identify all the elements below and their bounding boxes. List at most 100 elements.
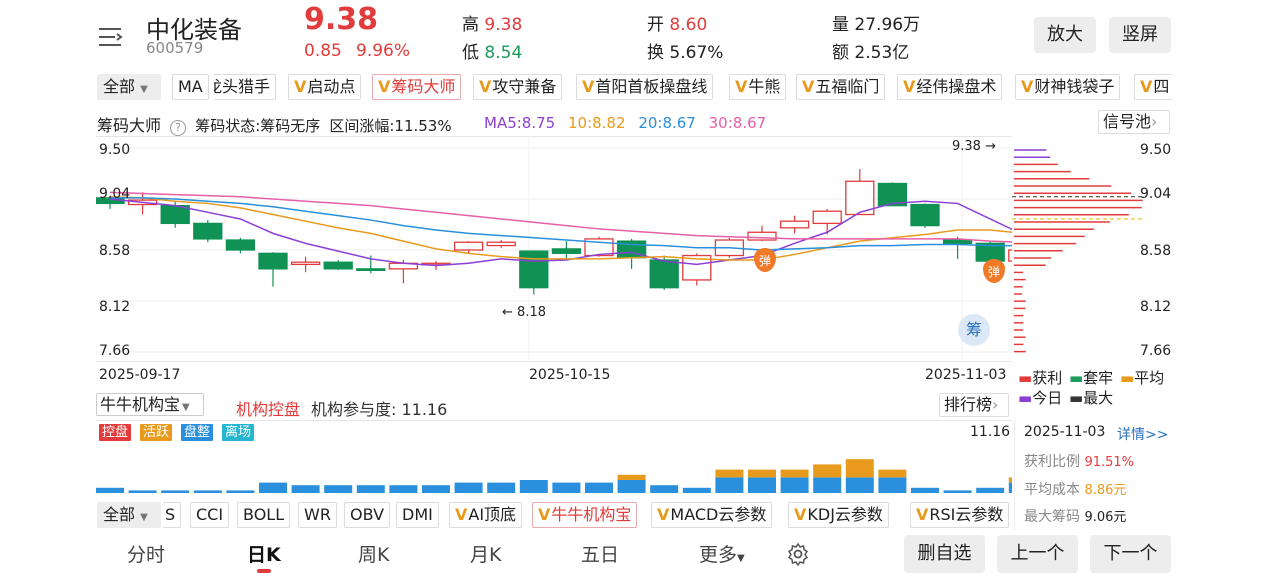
v-icon: V [455,505,467,524]
indicator-select-label: 全部 [103,77,135,96]
avg-cost-value: 8.86元 [1084,483,1126,498]
ma-lines [110,192,1012,265]
candle-body [781,221,809,228]
price-change-pct: 9.96% [356,41,410,61]
chip-label: S [165,505,175,524]
tab-weekly-k[interactable]: 周K [358,540,389,567]
indicator-chip-wufu[interactable]: V五福临门 [796,74,885,100]
indicator-chip-bull-bear[interactable]: V牛熊 [729,74,786,100]
bottom-chip-kdj[interactable]: VKDJ云参数 [788,502,889,528]
tab-more[interactable]: 更多▼ [699,540,745,567]
institution-bar-blue [520,480,548,493]
bottom-chip-s[interactable]: S [163,502,181,528]
v-icon: V [916,505,928,524]
max-chip: 最大筹码 9.06元 [1024,506,1126,526]
v-icon: V [1140,77,1152,96]
tab-monthly-k[interactable]: 月K [470,540,501,567]
tab-daily-k[interactable]: 日K [247,540,281,567]
turnover-stat: 换 5.67% [647,38,723,63]
signal-pool-button[interactable]: 信号池› [1098,110,1170,134]
prev-stock-button[interactable]: 上一个 [997,535,1078,573]
indicator-chip-launch[interactable]: V启动点 [288,74,361,100]
candle-body [911,205,939,226]
bottom-chip-ai[interactable]: VAI顶底 [449,502,522,528]
detail-link[interactable]: 详情>> [1117,424,1168,444]
institution-bar-orange [813,464,841,477]
institution-bar-blue [552,483,580,493]
high-marker-value: 9.38 [952,139,981,154]
chip-label: 五福临门 [815,77,879,96]
institution-bar-blue [96,488,124,493]
indicator-chip-caishen[interactable]: V财神钱袋子 [1015,74,1120,100]
bottom-chip-macd[interactable]: VMACD云参数 [651,502,772,528]
v-icon: V [802,77,814,96]
y-label-left: 7.66 [99,343,130,359]
institution-select[interactable]: 牛牛机构宝 ▼ [96,393,204,416]
v-icon: V [294,77,306,96]
volume-value: 27.96万 [854,15,920,35]
institution-title: 机构控盘 [236,396,300,420]
indicator-chip-chips-master[interactable]: V筹码大师 [372,74,461,100]
candle-body [487,242,515,245]
turnover-label: 换 [647,43,664,63]
institution-bar-blue [911,488,939,493]
portrait-button[interactable]: 竖屏 [1109,17,1171,53]
avg-cost: 平均成本 8.86元 [1024,479,1126,499]
institution-bar-blue [1009,483,1012,493]
bottom-chip-obv[interactable]: OBV [344,502,390,528]
bottom-chip-rsi[interactable]: VRSI云参数 [910,502,1009,528]
institution-participation: 机构参与度: 11.16 [311,396,447,420]
bottom-chip-wr[interactable]: WR [298,502,337,528]
bottom-indicator-select[interactable]: 全部 ▼ [97,502,161,528]
bottom-chip-institution[interactable]: V牛牛机构宝 [532,502,637,528]
ma10-value: 10:8.82 [568,114,626,132]
indicator-select[interactable]: 全部 ▼ [97,74,161,100]
chip-date: 2025-11-03 [1024,424,1105,440]
high-value: 9.38 [484,15,522,35]
ma5-value: MA5:8.75 [484,114,555,132]
chip-label: 首阳首板操盘线 [595,77,707,96]
indicator-chip-jingwei[interactable]: V经伟操盘术 [897,74,1002,100]
menu-icon[interactable] [98,26,124,48]
indicator-chip-ma[interactable]: MA [172,74,209,100]
institution-bar-blue [357,485,385,493]
chip-label: 财神钱袋子 [1034,77,1114,96]
bottom-chip-boll[interactable]: BOLL [237,502,290,528]
candle-body [944,240,972,243]
candle-body [292,262,320,264]
tab-intraday[interactable]: 分时 [127,540,165,567]
active-tab-indicator [257,569,271,573]
help-icon[interactable]: ? [170,120,186,136]
next-stock-button[interactable]: 下一个 [1090,535,1171,573]
chip-label: MACD云参数 [670,505,766,524]
kline-chart[interactable] [96,136,1012,362]
y-label-left: 9.04 [99,186,130,202]
institution-bar-blue [455,483,483,493]
candle-body [226,240,254,250]
indicator-chip-attack-defense[interactable]: V攻守兼备 [473,74,562,100]
indicator-chip-shouyang[interactable]: V首阳首板操盘线 [576,74,713,100]
indicator-chip-leader[interactable]: 龙头猎手 [214,74,276,100]
bottom-chip-cci[interactable]: CCI [190,502,229,528]
institution-bar-blue [194,490,222,493]
signal-pool-label: 信号池 [1103,112,1151,131]
zoom-button[interactable]: 放大 [1034,17,1096,53]
candle-body [194,223,222,239]
rank-button[interactable]: 排行榜› [939,393,1009,417]
open-label: 开 [647,15,664,35]
institution-bar-blue [161,490,189,493]
chevron-right-icon: › [1151,112,1157,131]
chip-label: CCI [196,505,223,524]
chips-badge[interactable]: 筹 [958,314,990,346]
amount-value: 2.53亿 [854,43,909,63]
indicator-chip-si[interactable]: V四 [1134,74,1172,100]
bottom-chip-dmi[interactable]: DMI [396,502,439,528]
tab-five-day[interactable]: 五日 [581,540,619,567]
volume-label: 量 [832,15,849,35]
gear-icon[interactable] [786,542,810,566]
remove-watchlist-button[interactable]: 删自选 [904,535,985,573]
turnover-value: 5.67% [669,43,723,63]
v-icon: V [582,77,594,96]
chips-title: 筹码大师 [97,116,161,135]
caret-down-icon: ▼ [182,402,190,413]
